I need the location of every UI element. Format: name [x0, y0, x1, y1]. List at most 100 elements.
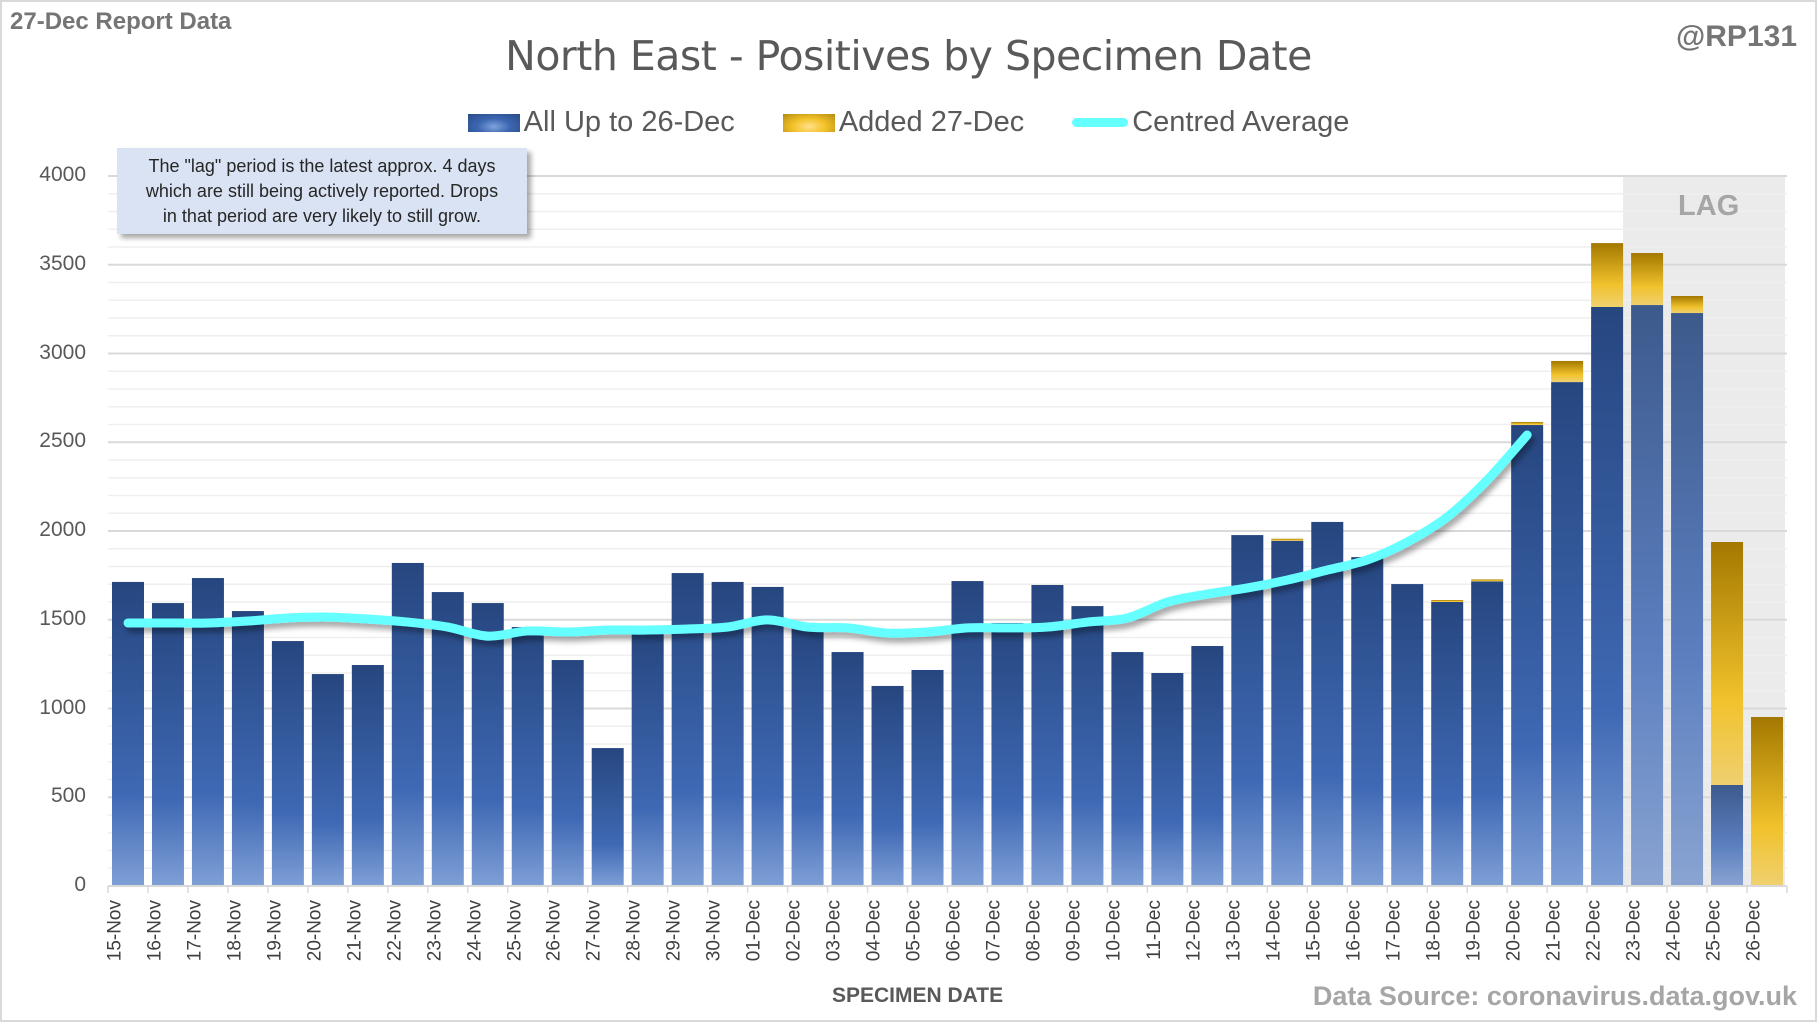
bar-all-up-to-26-dec — [1111, 652, 1144, 886]
x-tick-label: 09-Dec — [1063, 900, 1085, 990]
x-tick-label: 05-Dec — [903, 900, 926, 990]
bar-all-up-to-26-dec — [1431, 602, 1464, 886]
bar-added-27-dec — [1671, 295, 1704, 314]
x-tick-label: 21-Nov — [343, 900, 366, 990]
bar-all-up-to-26-dec — [551, 660, 584, 886]
x-tick-label: 17-Dec — [1383, 900, 1405, 990]
x-tick-label: 14-Dec — [1263, 900, 1285, 990]
bar-all-up-to-26-dec — [991, 622, 1024, 886]
x-tick-label: 02-Dec — [784, 900, 806, 990]
bar-all-up-to-26-dec — [1591, 306, 1624, 886]
x-tick-label: 24-Nov — [464, 900, 486, 990]
x-axis-title: SPECIMEN DATE — [832, 984, 1004, 1007]
legend-item-added-27-dec: Added 27-Dec — [782, 106, 1025, 139]
x-tick-text: 25-Nov — [503, 900, 525, 962]
x-tick-label: 23-Dec — [1623, 900, 1645, 990]
bar-all-up-to-26-dec — [111, 581, 144, 886]
x-tick-text: 21-Nov — [343, 900, 365, 962]
x-tick-text: 10-Dec — [1103, 900, 1125, 962]
bar-all-up-to-26-dec — [911, 669, 944, 886]
bar-added-27-dec — [1431, 600, 1464, 602]
x-tick-label: 16-Nov — [143, 900, 166, 990]
y-tick-label: 2500 — [39, 429, 86, 453]
bar-all-up-to-26-dec — [431, 592, 464, 886]
bar-all-up-to-26-dec — [1311, 521, 1344, 886]
x-tick-label: 08-Dec — [1023, 900, 1045, 990]
x-tick-text: 18-Dec — [1423, 900, 1445, 962]
note-line: in that period are very likely to still … — [162, 206, 482, 226]
x-tick-text: 29-Nov — [663, 900, 685, 962]
x-tick-text: 24-Dec — [1663, 900, 1685, 962]
x-tick-text: 26-Dec — [1743, 900, 1764, 962]
x-tick-label: 17-Nov — [183, 900, 206, 990]
data-source-label: Data Source: coronavirus.data.gov.uk — [1312, 981, 1797, 1011]
x-tick-label: 21-Dec — [1543, 900, 1565, 990]
x-tick-label: 15-Dec — [1303, 900, 1325, 990]
x-tick-text: 15-Nov — [103, 900, 125, 962]
x-tick-text: 21-Dec — [1543, 900, 1565, 962]
x-tick-label: 12-Dec — [1183, 900, 1205, 990]
note-line: which are still being actively reported.… — [145, 181, 499, 201]
x-tick-text: 23-Nov — [423, 900, 445, 962]
bar-all-up-to-26-dec — [1031, 584, 1064, 886]
x-tick-text: 05-Dec — [903, 900, 925, 962]
blue-bar-swatch-icon — [467, 113, 520, 132]
bar-all-up-to-26-dec — [751, 586, 784, 886]
bar-all-up-to-26-dec — [711, 581, 744, 886]
x-tick-text: 23-Dec — [1623, 900, 1645, 962]
y-tick-label: 1000 — [39, 695, 86, 719]
bar-all-up-to-26-dec — [591, 748, 624, 886]
x-tick-label: 23-Nov — [423, 900, 446, 990]
bar-all-up-to-26-dec — [1071, 606, 1104, 886]
x-tick-text: 17-Nov — [183, 900, 205, 962]
bar-all-up-to-26-dec — [871, 685, 904, 886]
y-tick-label: 4000 — [39, 163, 86, 186]
x-tick-text: 06-Dec — [943, 900, 965, 962]
x-tick-text: 27-Nov — [583, 900, 605, 962]
bar-all-up-to-26-dec — [1271, 540, 1304, 886]
x-tick-text: 11-Dec — [1143, 900, 1165, 960]
bar-added-27-dec — [1511, 422, 1544, 426]
x-tick-text: 20-Nov — [303, 900, 325, 962]
y-tick-label: 500 — [50, 784, 86, 808]
lag-explanation-note: The "lag" period is the latest approx. 4… — [117, 148, 527, 234]
x-tick-label: 19-Dec — [1463, 900, 1485, 990]
x-tick-label: 06-Dec — [943, 900, 965, 990]
legend-item-all-up-to-26-dec: All Up to 26-Dec — [467, 106, 735, 139]
bar-all-up-to-26-dec — [1671, 313, 1704, 886]
x-tick-label: 15-Nov — [103, 900, 126, 990]
bar-added-27-dec — [1551, 360, 1584, 383]
x-tick-label: 28-Nov — [624, 900, 646, 990]
bar-all-up-to-26-dec — [1551, 382, 1584, 886]
bar-all-up-to-26-dec — [151, 603, 184, 886]
x-tick-label: 18-Nov — [224, 900, 246, 990]
x-tick-label: 11-Dec — [1143, 900, 1165, 990]
x-tick-label: 29-Nov — [663, 900, 686, 990]
gold-bar-swatch-icon — [782, 113, 835, 132]
bar-all-up-to-26-dec — [1471, 581, 1504, 886]
x-tick-label: 27-Nov — [583, 900, 606, 990]
bar-all-up-to-26-dec — [1351, 557, 1384, 886]
report-date-label: 27-Dec Report Data — [10, 8, 232, 35]
legend-label: Centred Average — [1132, 106, 1350, 138]
bar-all-up-to-26-dec — [471, 603, 504, 886]
centred-average-line — [123, 430, 1532, 641]
bar-added-27-dec — [1471, 579, 1504, 582]
x-tick-label: 30-Nov — [704, 900, 726, 990]
bar-all-up-to-26-dec — [1631, 305, 1664, 887]
x-tick-label: 10-Dec — [1103, 900, 1125, 990]
x-tick-text: 09-Dec — [1063, 900, 1085, 962]
legend-label: Added 27-Dec — [838, 106, 1025, 138]
legend: All Up to 26-Dec Added 27-Dec Centred Av… — [0, 106, 1817, 139]
bar-all-up-to-26-dec — [351, 665, 384, 886]
bar-added-27-dec — [1631, 253, 1664, 306]
note-line: The "lag" period is the latest approx. 4… — [148, 156, 496, 176]
x-tick-label: 13-Dec — [1223, 900, 1245, 990]
x-tick-text: 19-Nov — [263, 900, 285, 962]
bar-all-up-to-26-dec — [1391, 584, 1424, 886]
x-tick-text: 20-Dec — [1503, 900, 1525, 962]
bar-all-up-to-26-dec — [1511, 425, 1544, 886]
x-tick-label: 26-Nov — [544, 900, 566, 990]
x-tick-label: 22-Nov — [384, 900, 406, 990]
x-tick-text: 16-Nov — [143, 900, 165, 962]
